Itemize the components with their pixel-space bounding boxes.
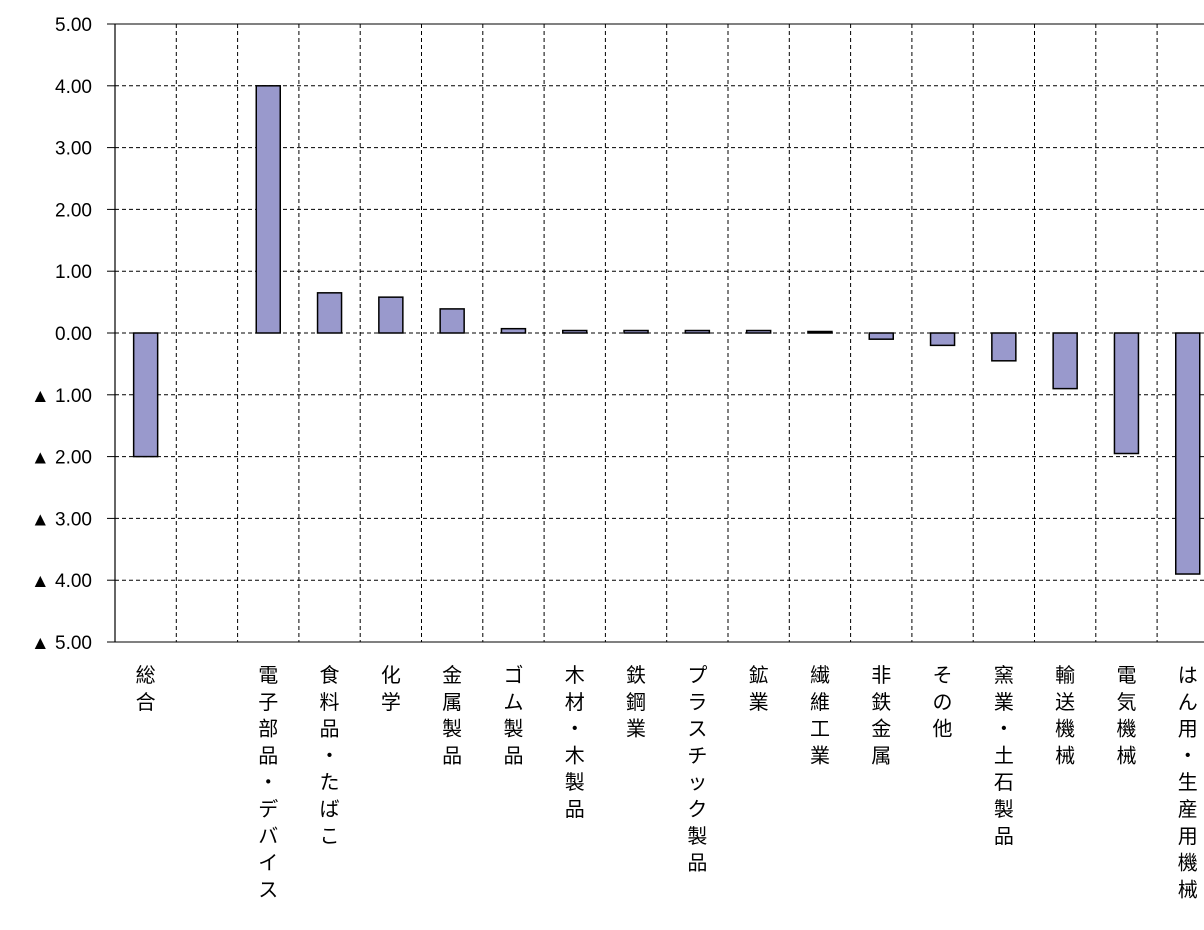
bar <box>745 329 772 334</box>
y-tick-label: 1.00 <box>55 262 92 283</box>
bar <box>316 292 343 334</box>
x-category-label: 非鉄金属 <box>871 663 891 767</box>
bar <box>255 85 281 334</box>
x-category-label: 化学 <box>381 663 401 714</box>
x-category-labels: 総合 電子部品・デバイス 食料品・たばこ 化学 金属製品 ゴム製品 木材・木製品 鉄鋼業 プラス… <box>136 663 1198 901</box>
x-category-label: ゴム製品 <box>503 663 523 767</box>
x-category-label: 鉱業 <box>749 663 769 714</box>
x-category-label: 食料品・たばこ <box>320 663 340 848</box>
axes <box>107 23 1204 643</box>
x-category-label: 繊維工業 <box>810 663 830 767</box>
bar <box>1113 332 1140 455</box>
y-tick-label: ▲ 2.00 <box>31 448 92 469</box>
y-tick-label: 0.00 <box>55 324 92 345</box>
y-tick-label: ▲ 1.00 <box>31 386 92 407</box>
bar <box>807 330 833 334</box>
y-tick-label: ▲ 5.00 <box>31 633 92 654</box>
bar <box>439 308 465 334</box>
grid-lines <box>115 24 1204 642</box>
bar <box>991 332 1017 362</box>
y-tick-label: 2.00 <box>55 200 92 221</box>
bar <box>623 329 649 334</box>
bar <box>1175 332 1201 575</box>
bars <box>132 85 1201 575</box>
y-tick-label: ▲ 4.00 <box>31 571 92 592</box>
bar <box>929 332 956 347</box>
bar <box>684 329 711 334</box>
x-category-label: 金属製品 <box>442 663 462 767</box>
x-category-label: 輸送機械 <box>1055 663 1075 767</box>
x-category-label: 木材・木製品 <box>565 663 585 821</box>
bar <box>1052 332 1078 390</box>
bar <box>378 296 404 334</box>
y-tick-labels: 5.00 4.00 3.00 2.00 1.00 0.00 ▲ 1.00 ▲ 2.00 ▲ 3.… <box>31 15 92 654</box>
y-tick-label: ▲ 3.00 <box>31 509 92 530</box>
y-tick-label: 3.00 <box>55 139 92 160</box>
x-category-label: その他 <box>933 663 953 741</box>
bar <box>868 332 894 340</box>
bar <box>562 329 588 334</box>
y-tick-label: 5.00 <box>55 15 92 36</box>
y-tick-label: 4.00 <box>55 77 92 98</box>
x-category-label: 総合 <box>136 663 156 714</box>
x-category-label: 電気機械 <box>1116 663 1136 767</box>
x-category-label: はん用・生産用機械 <box>1178 663 1198 901</box>
x-category-label: 窯業・土石製品 <box>994 663 1014 848</box>
bar <box>132 332 159 458</box>
x-category-label: プラスチック製品 <box>687 663 707 875</box>
x-category-label: 電子部品・デバイス <box>258 663 278 901</box>
bar <box>500 327 527 334</box>
x-category-label: 鉄鋼業 <box>626 663 646 741</box>
